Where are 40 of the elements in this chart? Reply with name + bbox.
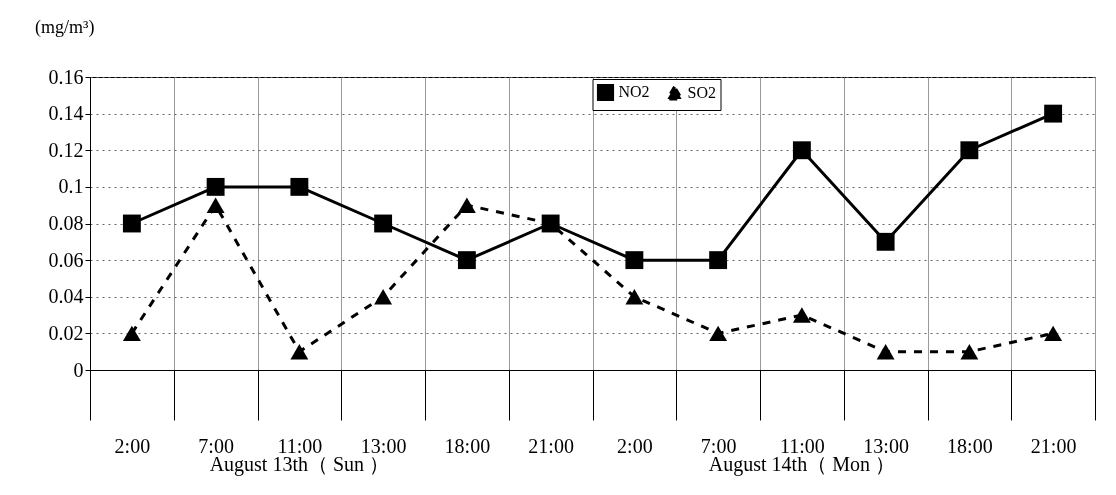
- point: [206, 177, 225, 196]
- point: [374, 214, 393, 233]
- x-tick-label: 2:00: [617, 434, 653, 457]
- x-tick-label: 21:00: [1030, 434, 1077, 457]
- point: [457, 251, 476, 270]
- point: [792, 307, 811, 323]
- point: [122, 325, 141, 342]
- y-tick-label: 0.02: [48, 321, 84, 344]
- y-tick-label: 0: [73, 358, 84, 381]
- point: [122, 214, 141, 233]
- point: [290, 177, 309, 196]
- x-tick-label: 18:00: [947, 434, 993, 457]
- point: [457, 197, 476, 213]
- y-tick-label: 0.08: [48, 212, 84, 234]
- x-tick-label: 2:00: [114, 434, 151, 457]
- y-axis-title: (mg/m³): [35, 17, 95, 38]
- x-tick-label: 21:00: [528, 434, 574, 457]
- y-tick-label: 0.06: [48, 248, 84, 271]
- point: [960, 141, 979, 160]
- point: [1044, 104, 1063, 123]
- y-tick-label: 0.16: [48, 65, 84, 88]
- point: [290, 343, 309, 360]
- point: [709, 251, 728, 270]
- point: [876, 343, 895, 360]
- point: [374, 289, 393, 305]
- point: [206, 197, 225, 213]
- point: [960, 343, 979, 360]
- legend-label: NO2: [618, 83, 650, 101]
- point: [792, 141, 811, 160]
- y-tick-label: 0.04: [48, 285, 84, 308]
- point: [709, 325, 728, 342]
- y-tick-label: 0.1: [58, 175, 84, 198]
- point: [876, 232, 895, 251]
- legend-label: SO2: [687, 83, 716, 101]
- point: [625, 251, 644, 270]
- x-tick-label: 18:00: [444, 434, 491, 457]
- y-tick-label: 0.12: [48, 138, 84, 161]
- y-tick-label: 0.14: [48, 102, 84, 125]
- point: [625, 289, 644, 305]
- point: [1044, 325, 1063, 342]
